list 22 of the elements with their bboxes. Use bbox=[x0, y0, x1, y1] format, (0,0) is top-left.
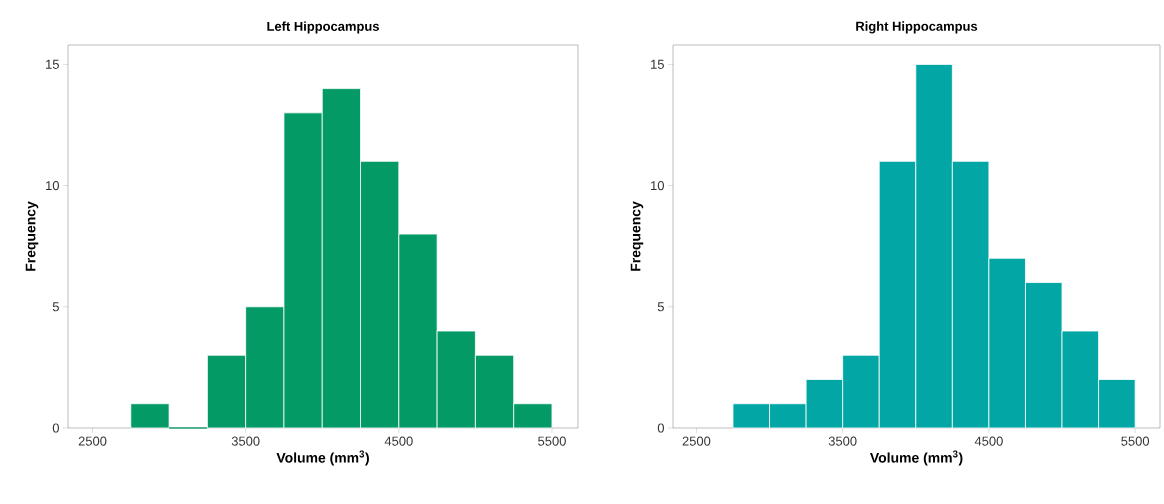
x-tick-label: 3500 bbox=[231, 436, 260, 446]
y-axis-title: Frequency bbox=[25, 201, 39, 271]
x-tick-label: 5500 bbox=[538, 436, 566, 446]
x-tick-label: 5500 bbox=[1121, 436, 1150, 446]
x-tick-label: 3500 bbox=[828, 436, 857, 446]
y-tick-label: 15 bbox=[651, 59, 664, 69]
y-tick-label: 10 bbox=[46, 180, 59, 191]
y-tick-label: 15 bbox=[46, 59, 59, 69]
y-tick-label: 5 bbox=[52, 302, 59, 312]
x-tick-label: 2500 bbox=[78, 436, 107, 446]
y-axis-title: Frequency bbox=[630, 201, 644, 271]
x-axis-title: Volume (mm$^{3}$) bbox=[869, 450, 963, 466]
x-tick-label: 4500 bbox=[384, 436, 413, 446]
y-tick-label: 0 bbox=[657, 423, 664, 433]
x-tick-label: 2500 bbox=[682, 436, 711, 446]
y-tick-label: 5 bbox=[657, 302, 664, 312]
y-tick-label: 0 bbox=[52, 423, 59, 433]
x-axis-title: Volume (mm$^{3}$) bbox=[276, 450, 369, 466]
x-tick-label: 4500 bbox=[974, 436, 1003, 446]
chart-title: Left Hippocampus bbox=[267, 21, 379, 34]
y-tick-label: 10 bbox=[651, 180, 664, 191]
chart-title: Right Hippocampus bbox=[856, 21, 978, 34]
